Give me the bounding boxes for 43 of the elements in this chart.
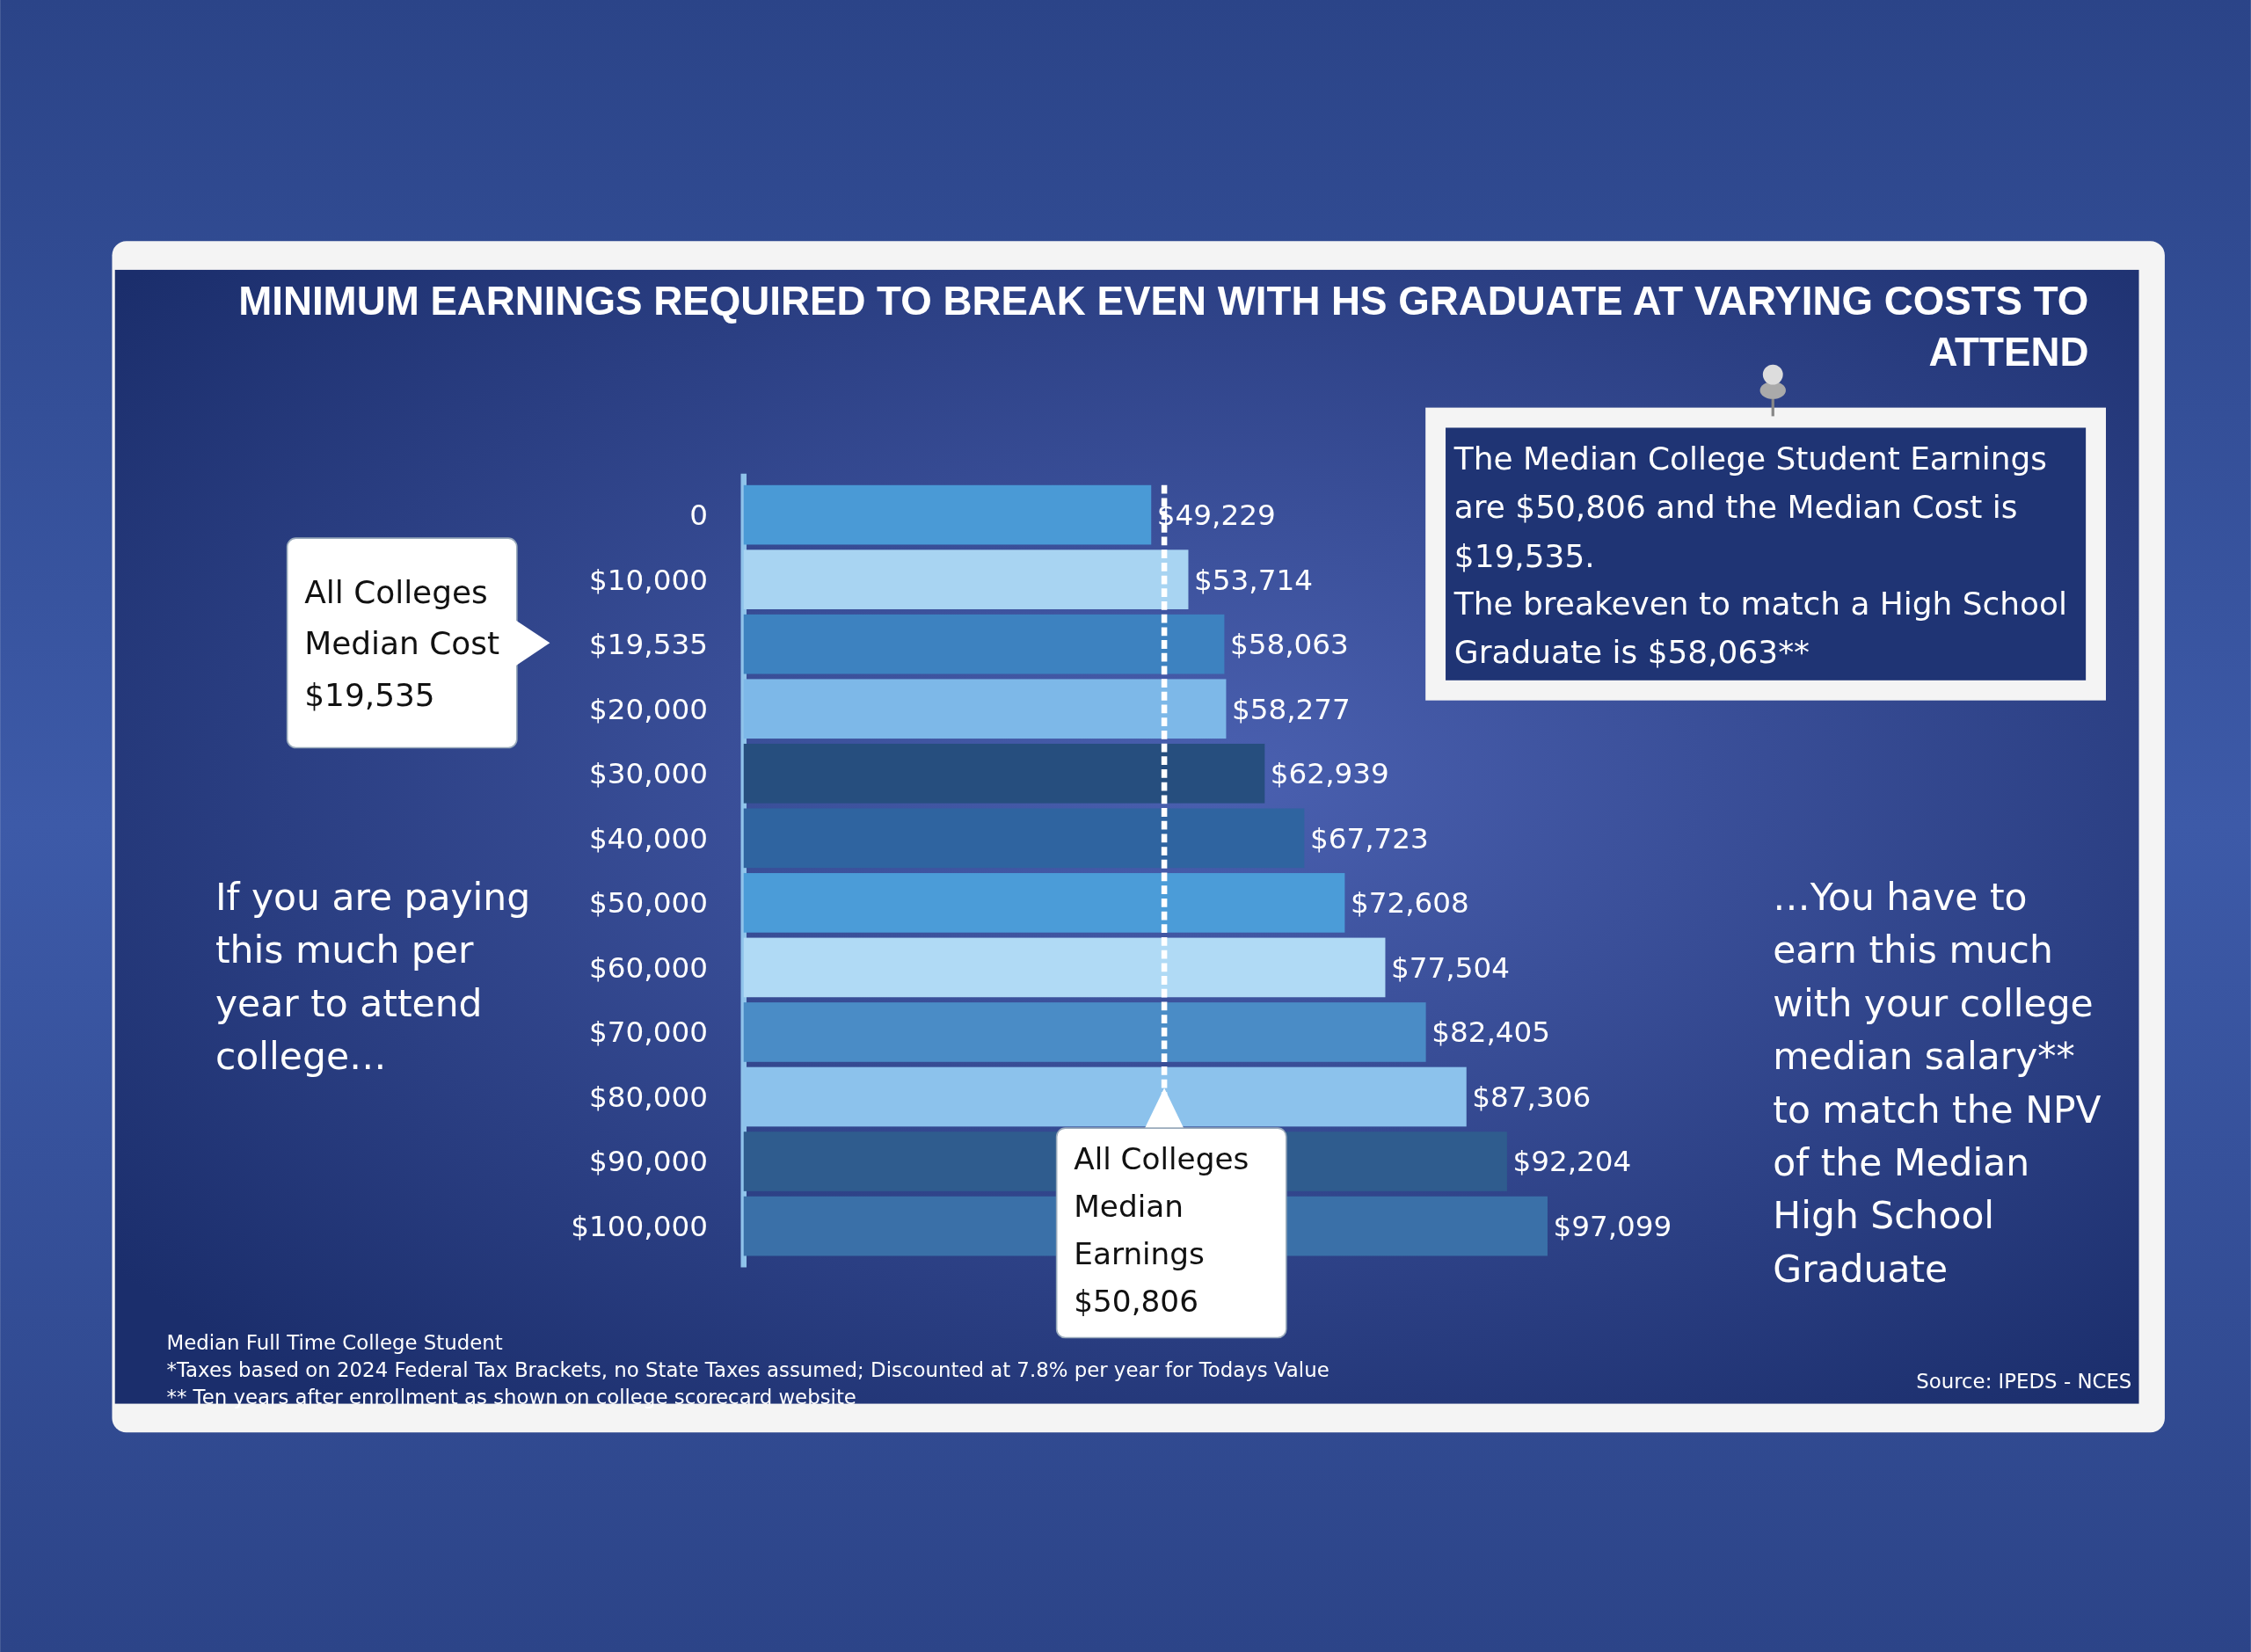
- data-label: $77,504: [1390, 950, 1510, 985]
- bar: [743, 679, 1227, 739]
- data-label: $97,099: [1553, 1210, 1672, 1244]
- bar: [743, 614, 1225, 674]
- y-tick-label: $50,000: [589, 886, 708, 921]
- data-label: $62,939: [1270, 757, 1389, 791]
- bar: [743, 1002, 1426, 1062]
- bar: [743, 549, 1189, 609]
- y-tick-label: $10,000: [589, 563, 708, 597]
- bar: [743, 937, 1386, 998]
- text: …You have to earn this much with your college median salary** to match the NPV of the Median High School Graduate: [1773, 876, 2102, 1291]
- data-label: $72,608: [1350, 886, 1469, 921]
- data-label: $87,306: [1472, 1080, 1592, 1114]
- text: *Taxes based on 2024 Federal Tax Brackets, no State Taxes assumed; Discounted at 7.8% per year for Todays Value: [166, 1357, 1329, 1381]
- data-label: $58,063: [1229, 628, 1349, 662]
- bar: [743, 743, 1265, 804]
- source-note: Source: IPEDS - NCES: [1916, 1369, 2132, 1393]
- y-tick-label: $80,000: [589, 1080, 708, 1114]
- y-tick-label: $20,000: [589, 692, 708, 726]
- y-tick-label: 0: [689, 499, 708, 533]
- data-label: $82,405: [1431, 1015, 1551, 1050]
- y-tick-label: $70,000: [589, 1015, 708, 1050]
- text: Median Full Time College Student: [166, 1330, 503, 1354]
- bar: [743, 808, 1305, 869]
- y-tick-label: $100,000: [571, 1210, 708, 1244]
- y-tick-label: $60,000: [589, 950, 708, 985]
- ref-line-label: All Colleges Median Earnings $50,806: [1074, 1141, 1249, 1320]
- y-tick-label: $19,535: [589, 628, 708, 662]
- y-tick-label: $40,000: [589, 821, 708, 855]
- data-label: $67,723: [1309, 821, 1429, 855]
- data-label: $53,714: [1194, 563, 1313, 597]
- y-tick-label: $30,000: [589, 757, 708, 791]
- text: If you are paying this much per year to attend college…: [215, 876, 531, 1079]
- annotation: The Median College Student Earnings are $50,806 and the Median Cost is $19,535.: [1453, 440, 2047, 574]
- bar: [743, 873, 1345, 933]
- text: All Colleges Median Cost $19,535: [304, 573, 500, 714]
- annotation: The breakeven to match a High School Graduate is $58,063**: [1453, 585, 2067, 671]
- text: ** Ten years after enrollment as shown on college scorecard website: [166, 1385, 856, 1408]
- bar: [743, 484, 1152, 545]
- data-label: $92,204: [1512, 1145, 1632, 1179]
- chart-title: MINIMUM EARNINGS REQUIRED TO BREAK EVEN WITH HS GRADUATE AT VARYING COSTS TO ATTEND: [238, 278, 2089, 375]
- y-tick-label: $90,000: [589, 1145, 708, 1179]
- data-label: $58,277: [1231, 692, 1351, 726]
